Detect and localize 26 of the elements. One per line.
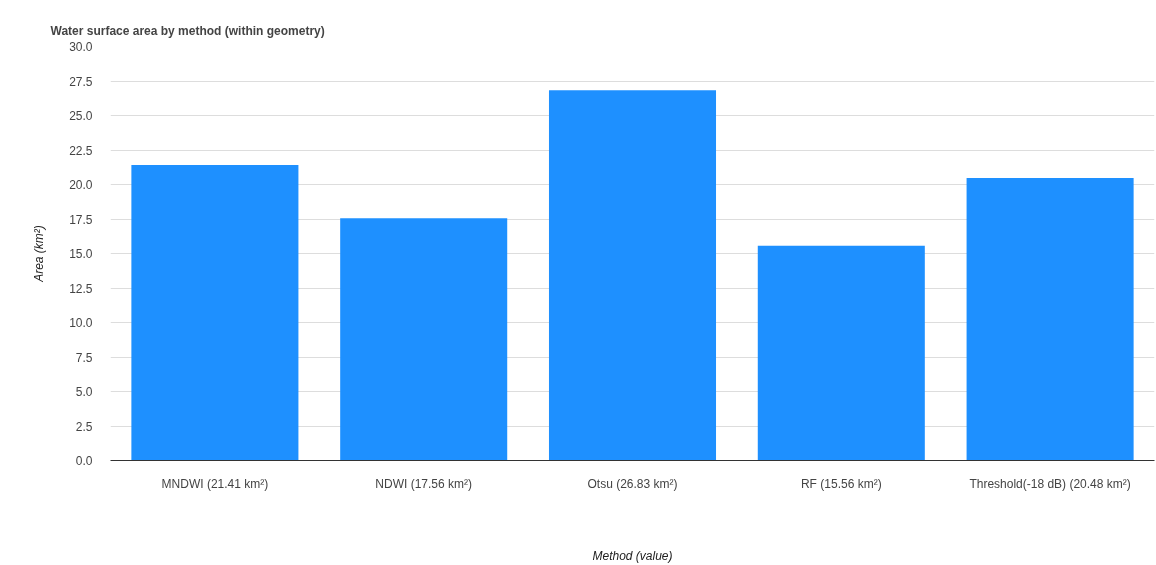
x-tick-label: Threshold(-18 dB) (20.48 km²) <box>969 476 1131 491</box>
y-tick-label: 27.5 <box>69 74 93 89</box>
y-tick-label: 30.0 <box>69 40 93 54</box>
y-tick-label: 10.0 <box>69 316 93 330</box>
y-tick-label: 0.0 <box>75 454 93 468</box>
y-tick-label: 25.0 <box>69 109 93 123</box>
y-tick-label: 20.0 <box>69 178 93 192</box>
y-tick-label: 12.5 <box>69 281 93 296</box>
y-tick-label: 2.5 <box>75 419 93 434</box>
y-tick-label: 17.5 <box>69 212 93 227</box>
x-axis-title: Method (value) <box>592 548 673 563</box>
x-tick-label: MNDWI (21.41 km²) <box>161 476 269 491</box>
bar <box>757 245 925 461</box>
y-tick-label: 22.5 <box>69 143 93 158</box>
chart-title: Water surface area by method (within geometry) <box>50 23 325 38</box>
bar <box>548 90 717 461</box>
bar <box>340 218 508 461</box>
x-tick-label: NDWI (17.56 km²) <box>375 476 473 491</box>
y-tick-label: 15.0 <box>69 247 93 261</box>
y-tick-label: 5.0 <box>75 385 93 399</box>
x-tick-label: Otsu (26.83 km²) <box>587 476 678 491</box>
y-axis-title: Area (km²) <box>32 225 47 283</box>
y-tick-label: 7.5 <box>75 350 93 365</box>
bar <box>131 165 299 461</box>
x-tick-label: RF (15.56 km²) <box>800 476 882 491</box>
bar <box>966 177 1134 461</box>
